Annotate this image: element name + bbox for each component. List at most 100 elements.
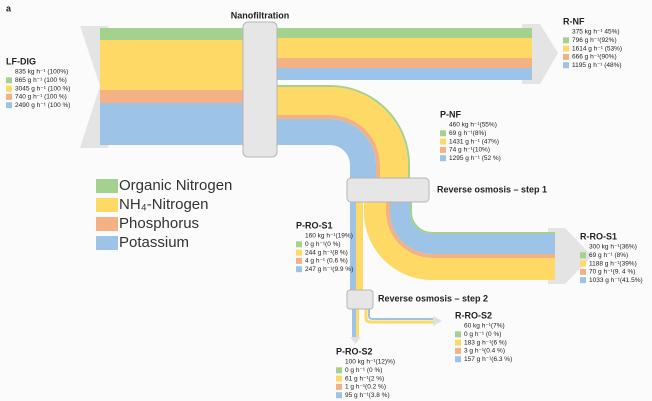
- node-value: 244 g h⁻¹(8 %): [305, 249, 348, 256]
- node-value: 300 kg h⁻¹(36%): [589, 244, 637, 251]
- node-value: 61 g h⁻¹(2 %): [345, 375, 384, 382]
- band-organic-n: [270, 85, 410, 182]
- node-value: 157 g h⁻¹(6.3 %): [464, 356, 512, 363]
- band-phosphorus: [100, 90, 250, 103]
- band-nh4: [270, 87, 408, 182]
- band-potassium: [368, 308, 434, 320]
- node-name: LF-DIG: [6, 56, 36, 66]
- line-swatch: [455, 339, 461, 346]
- legend-swatch: [96, 198, 118, 212]
- node-value: 3045 g h⁻¹ (100 %): [15, 85, 70, 92]
- node-value: 183 g h⁻¹(6 %): [464, 339, 507, 346]
- node-value: 1 g h⁻¹(0.2 %): [345, 384, 386, 391]
- nanofiltration-box: [242, 21, 278, 158]
- node-value: 69 g h⁻¹(8%): [449, 130, 486, 137]
- node-value: 100 kg h⁻¹(12)%): [345, 359, 395, 366]
- line-swatch: [336, 375, 342, 382]
- node-value: 1614 g h⁻¹ (53%): [572, 45, 622, 52]
- band-potassium: [352, 308, 356, 338]
- ro2-box: [346, 289, 374, 310]
- line-swatch: [580, 268, 586, 275]
- line-swatch: [580, 252, 586, 259]
- r-ro-s2-arrow: [433, 316, 442, 326]
- node-value: 1195 g h⁻¹ (48%): [572, 62, 622, 69]
- legend-label: NH₄-Nitrogen: [119, 196, 208, 213]
- legend-swatch: [96, 179, 118, 193]
- node-value: 0 g h⁻¹ (0 %): [345, 367, 382, 374]
- line-swatch: [296, 266, 302, 273]
- node-name: P-NF: [440, 109, 461, 119]
- node-value: 740 g h⁻¹ (100 %): [15, 94, 67, 101]
- line-swatch: [563, 62, 569, 69]
- node-value: 375 kg h⁻¹ 45%): [572, 29, 620, 36]
- node-value: 1431 g h⁻¹ (47%): [449, 138, 499, 145]
- legend-swatch: [96, 217, 118, 231]
- line-swatch: [336, 367, 342, 374]
- node-value: 796 g h⁻¹(92%): [572, 37, 617, 44]
- band-organic-n: [270, 28, 532, 38]
- line-swatch: [6, 85, 12, 92]
- band-nh4: [364, 200, 555, 280]
- line-swatch: [296, 241, 302, 248]
- band-nh4: [270, 38, 532, 58]
- band-potassium: [390, 200, 555, 254]
- band-nh4: [356, 308, 359, 338]
- legend-label: Phosphorus: [119, 215, 199, 232]
- node-name: P-RO-S1: [296, 220, 333, 230]
- line-swatch: [336, 383, 342, 390]
- node-value: 1033 g h⁻¹(41.5%): [589, 277, 643, 284]
- band-phosphorus: [270, 58, 532, 68]
- line-swatch: [296, 257, 302, 264]
- node-name: R-RO-S2: [455, 310, 492, 320]
- node-value: 0 g h⁻¹(0 %): [305, 241, 341, 248]
- line-swatch: [6, 102, 12, 109]
- line-swatch: [455, 331, 461, 338]
- band-potassium: [100, 103, 250, 145]
- node-value: 2490 g h⁻¹ (100 %): [15, 102, 70, 109]
- line-swatch: [455, 347, 461, 354]
- band-phosphorus: [270, 115, 380, 182]
- node-value: 4 g h⁻¹ (0.6 %): [305, 258, 348, 265]
- band-nh4: [100, 40, 250, 90]
- line-swatch: [440, 138, 446, 145]
- panel-label: a: [6, 3, 12, 13]
- unit-label: Reverse osmosis – step 2: [378, 293, 488, 303]
- line-swatch: [580, 260, 586, 267]
- band-nh4: [356, 200, 363, 292]
- band-phosphorus: [386, 200, 555, 258]
- node-name: R-NF: [563, 16, 585, 26]
- node-value: 460 kg h⁻¹(55%): [449, 122, 497, 129]
- node-value: 160 kg h⁻¹(19%): [305, 233, 353, 240]
- line-swatch: [336, 392, 342, 399]
- band-potassium: [350, 200, 356, 292]
- band-potassium: [270, 68, 532, 80]
- line-swatch: [563, 53, 569, 60]
- unit-label: Reverse osmosis – step 1: [437, 184, 547, 194]
- node-value: 1295 g h⁻¹ (52 %): [449, 155, 501, 162]
- node-name: R-RO-S1: [580, 231, 617, 241]
- r-ro-s1-arrow: [548, 228, 592, 284]
- legend-label: Organic Nitrogen: [119, 177, 232, 194]
- line-swatch: [440, 130, 446, 137]
- line-swatch: [580, 277, 586, 284]
- node-value: 60 kg h⁻¹(7%): [464, 323, 505, 330]
- node-value: 0 g h⁻¹ (0 %): [464, 331, 501, 338]
- band-potassium: [270, 119, 376, 182]
- node-value: 74 g h⁻¹(10%): [449, 147, 490, 154]
- line-swatch: [6, 77, 12, 84]
- band-organic-n: [100, 28, 250, 40]
- node-value: 1188 g h⁻¹(39%): [589, 260, 637, 267]
- node-value: 247 g h⁻¹(9.9 %): [305, 266, 353, 273]
- node-value: 70 g h⁻¹(9. 4 %): [589, 269, 635, 276]
- legend-label: Potassium: [119, 234, 189, 251]
- band-organic-n: [410, 200, 555, 234]
- line-swatch: [563, 37, 569, 44]
- ro1-box: [346, 177, 430, 203]
- node-value: 865 g h⁻¹ (100 %): [15, 77, 67, 84]
- line-swatch: [455, 356, 461, 363]
- node-value: 69 g h⁻¹ (8%): [589, 252, 628, 259]
- line-swatch: [440, 155, 446, 162]
- p-ro-s2-arrow: [350, 337, 361, 344]
- node-value: 3 g h⁻¹(0.4 %): [464, 348, 505, 355]
